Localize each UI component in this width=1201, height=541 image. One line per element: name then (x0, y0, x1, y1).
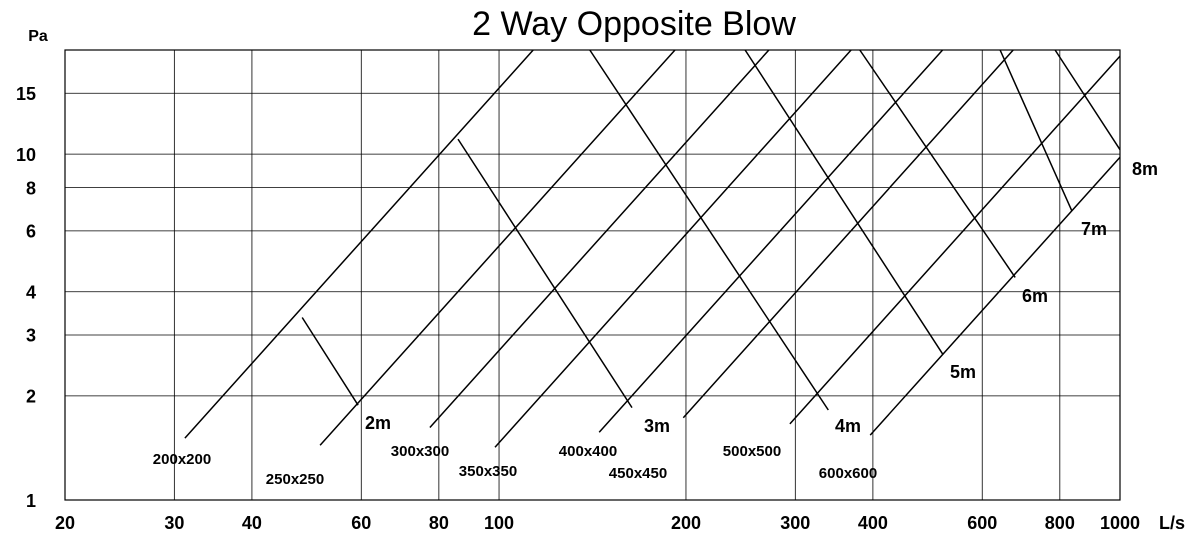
chart-title: 2 Way Opposite Blow (472, 5, 796, 43)
y-tick-label: 15 (16, 84, 36, 104)
x-tick-label: 80 (429, 513, 449, 533)
series-line (319, 49, 676, 446)
x-tick-label: 40 (242, 513, 262, 533)
line-label: 7m (1081, 219, 1107, 239)
series-line (598, 49, 944, 433)
x-tick-label: 400 (858, 513, 888, 533)
line-label: 300x300 (391, 443, 449, 460)
x-tick-label: 1000 (1100, 513, 1140, 533)
series-line (682, 49, 1014, 419)
line-label: 6m (1022, 286, 1048, 306)
line-label: 5m (950, 362, 976, 382)
series-line (589, 49, 829, 411)
x-axis-label: L/s (1159, 513, 1185, 533)
line-label: 400x400 (559, 443, 617, 460)
line-label: 3m (644, 416, 670, 436)
y-tick-label: 10 (16, 145, 36, 165)
x-tick-label: 800 (1045, 513, 1075, 533)
series-line (457, 138, 633, 409)
line-label: 450x450 (609, 465, 667, 482)
y-tick-label: 3 (26, 326, 36, 346)
x-tick-label: 30 (164, 513, 184, 533)
series-line (789, 55, 1121, 425)
series-line (184, 49, 534, 439)
series-line (744, 49, 944, 356)
x-tick-label: 300 (780, 513, 810, 533)
series-line (869, 156, 1121, 436)
line-label: 350x350 (459, 463, 517, 480)
y-tick-label: 8 (26, 178, 36, 198)
line-label: 4m (835, 416, 861, 436)
x-tick-label: 100 (484, 513, 514, 533)
line-label: 200x200 (153, 451, 211, 468)
y-tick-label: 2 (26, 387, 36, 407)
series-line (429, 49, 770, 429)
series-line (301, 317, 359, 406)
plot-frame (64, 49, 1121, 501)
line-label: 250x250 (266, 471, 324, 488)
series-line (1054, 49, 1121, 151)
line-label: 500x500 (723, 443, 781, 460)
y-tick-label: 4 (26, 283, 36, 303)
y-tick-label: 6 (26, 222, 36, 242)
y-axis-label: Pa (28, 28, 48, 45)
series-line (859, 49, 1016, 278)
series-line (494, 49, 852, 448)
x-tick-label: 200 (671, 513, 701, 533)
y-tick-label: 1 (26, 491, 36, 511)
series-line (999, 49, 1073, 212)
x-tick-label: 60 (351, 513, 371, 533)
x-tick-label: 20 (55, 513, 75, 533)
line-label: 8m (1132, 159, 1158, 179)
line-label: 2m (365, 413, 391, 433)
x-tick-label: 600 (967, 513, 997, 533)
line-label: 600x600 (819, 465, 877, 482)
